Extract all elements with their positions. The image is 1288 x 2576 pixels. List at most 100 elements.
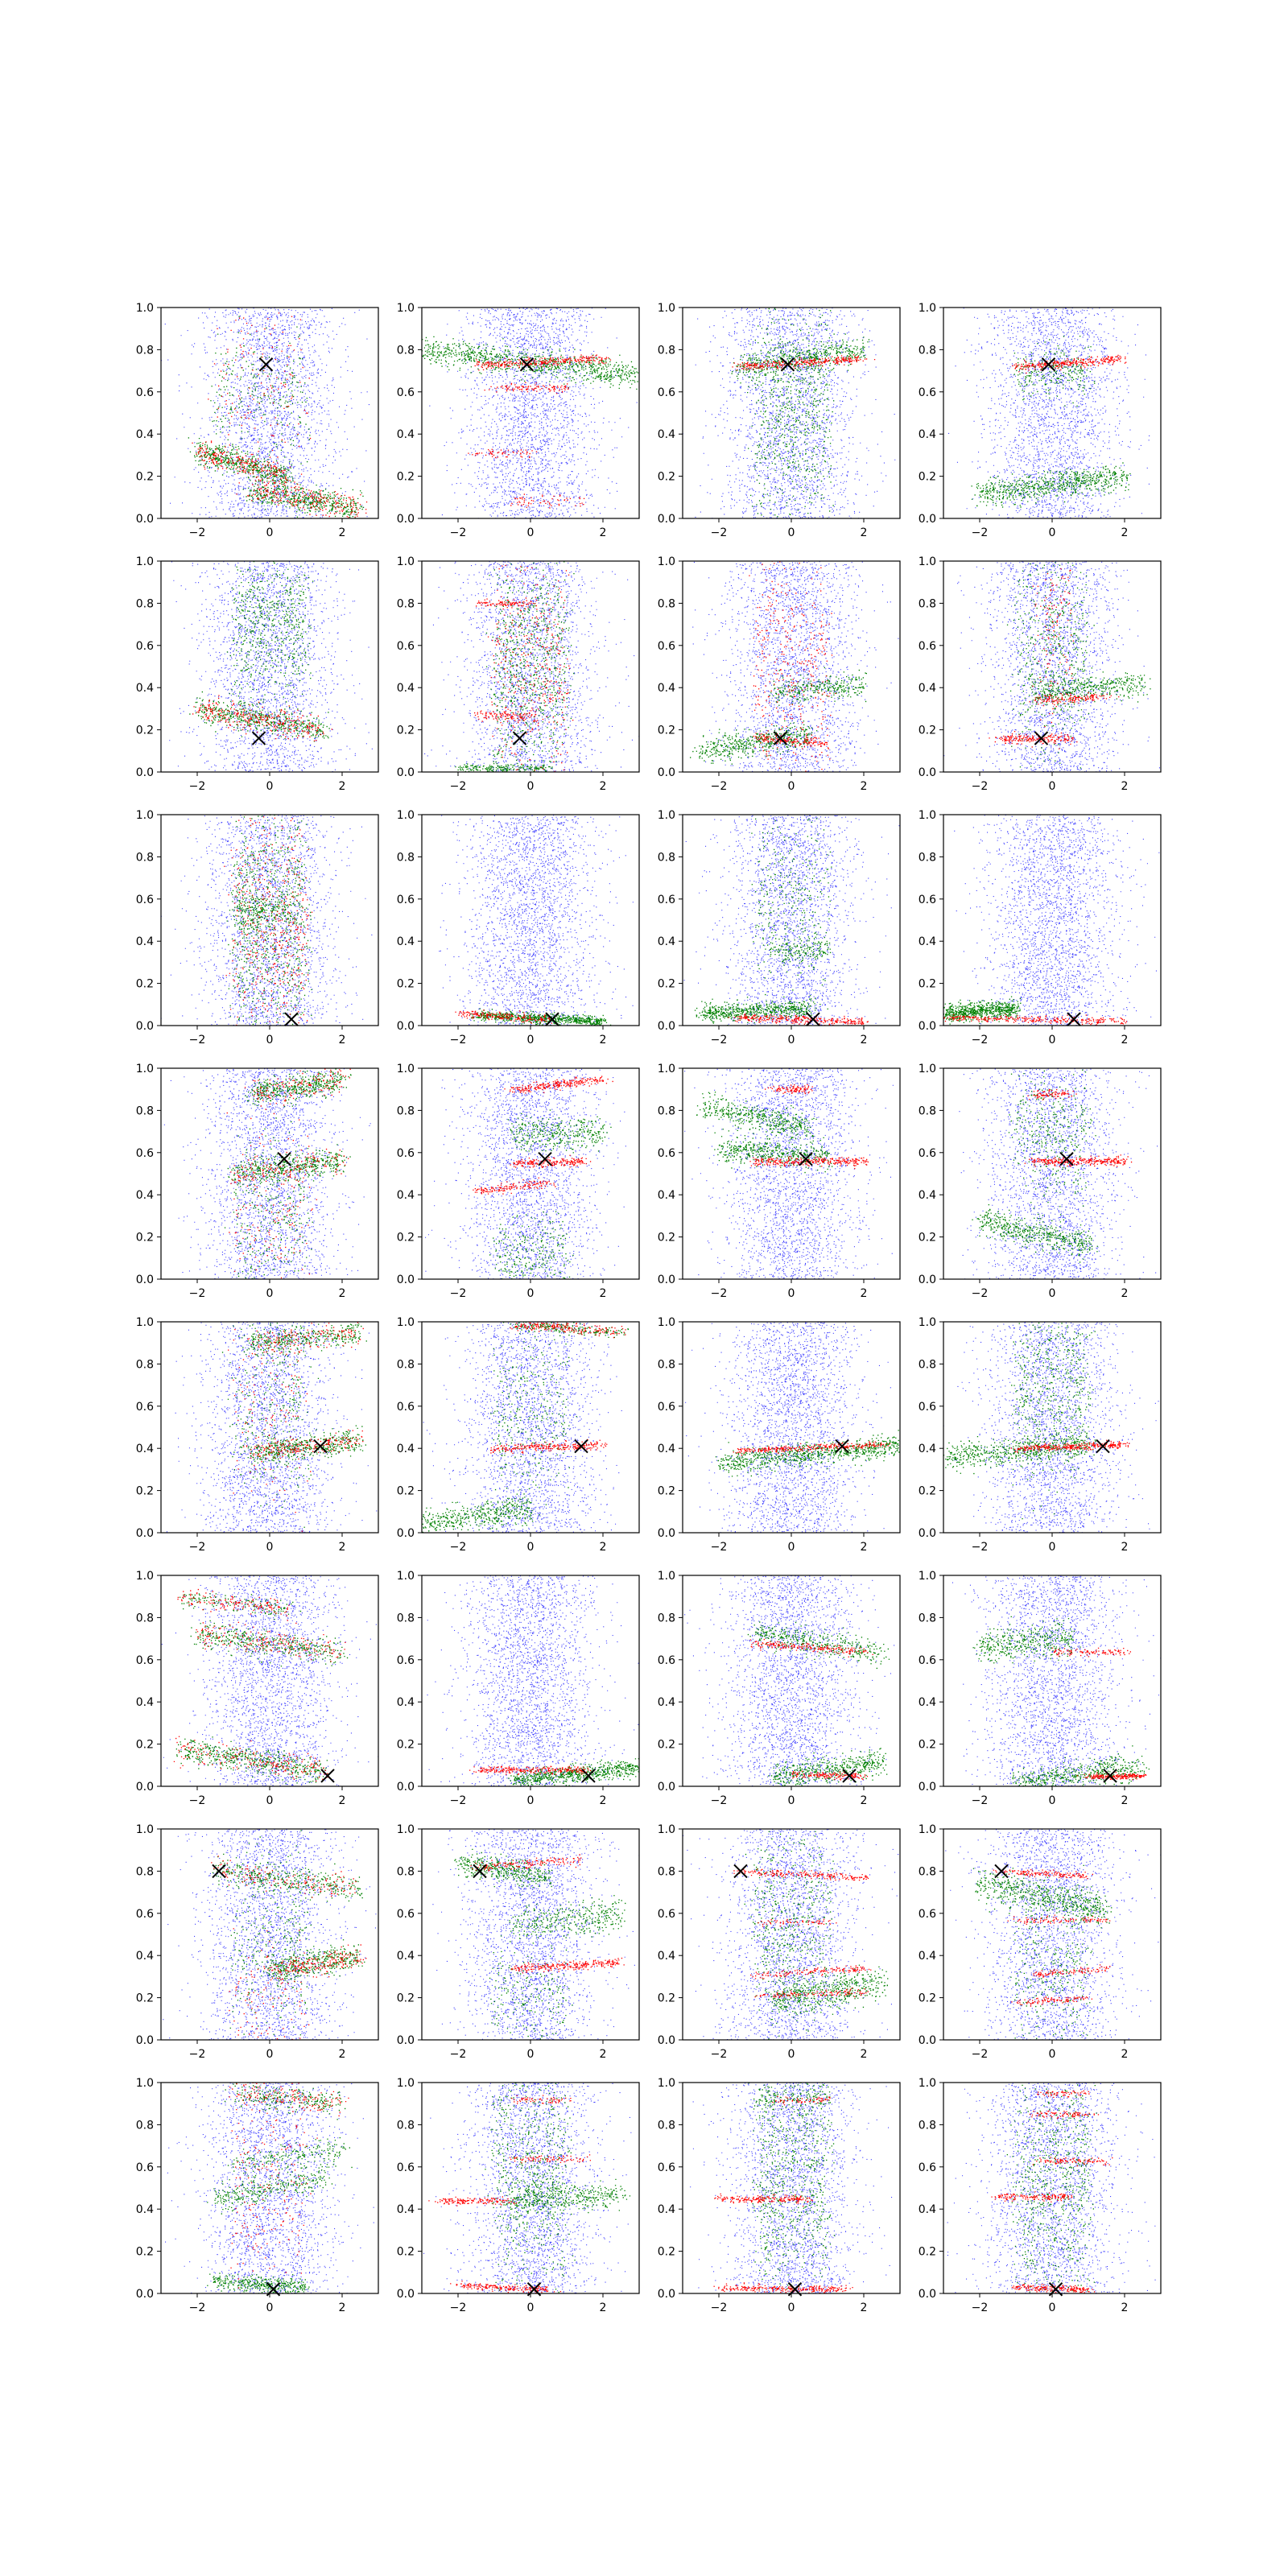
x-tick-label: 0 [527,2048,535,2061]
plot-area [930,1575,1167,1791]
x-tick-label: −2 [189,1287,206,1300]
axes-frame [161,1829,378,2040]
y-tick-label: 0.2 [397,1992,415,2005]
plot-area [424,557,656,778]
axes-frame [683,1575,900,1786]
x-tick-label: 2 [339,2048,346,2061]
y-tick-label: 0.4 [136,935,154,948]
panel-r2-c4: −2 0 20.00.20.40.60.81.0 [919,555,1176,793]
y-tick-label: 0.6 [397,386,415,399]
panel-r7-c4: −2 0 20.00.20.40.60.81.0 [919,1823,1162,2061]
y-tick-label: 1.0 [919,555,936,568]
series-blue [682,815,899,1026]
axes-frame [943,561,1161,772]
y-tick-label: 0.2 [658,1485,675,1498]
y-tick-label: 1.0 [397,1316,415,1329]
plot-area [933,1319,1168,1534]
plot-area [679,2079,892,2297]
panel-r7-c2: −2 0 20.00.20.40.60.81.0 [397,1823,640,2061]
plot-area [402,308,645,519]
y-tick-label: 0.6 [919,2161,936,2174]
series-blue [679,2083,892,2294]
y-tick-label: 1.0 [136,2077,154,2090]
axes-frame [422,1068,639,1279]
y-tick-label: 0.0 [136,1274,154,1286]
x-tick-label: −2 [711,526,728,539]
y-tick-label: 0.2 [397,2246,415,2259]
y-tick-label: 0.0 [919,1274,936,1286]
x-marker [213,1864,225,1877]
panel-r8-c1: −2 0 20.00.20.40.60.81.0 [136,2077,382,2314]
y-tick-label: 0.0 [136,2034,154,2047]
x-tick-label: 2 [1121,2301,1129,2314]
x-tick-label: −2 [189,526,206,539]
x-tick-label: 2 [861,1794,868,1807]
red-points [211,1856,366,2043]
plot-area [142,1319,377,1535]
series-blue [672,308,901,519]
x-tick-label: 2 [600,1541,607,1554]
y-tick-label: 1.0 [919,1823,936,1836]
x-tick-label: 0 [1049,2301,1056,2314]
x-tick-label: 2 [339,2301,346,2314]
x-tick-label: 0 [527,1287,535,1300]
plot-area [423,2079,631,2297]
plot-area [419,1575,648,1791]
panel-r5-c2: −2 0 20.00.20.40.60.81.0 [397,1316,645,1554]
y-tick-label: 0.0 [658,1527,675,1540]
y-tick-label: 0.0 [919,1020,936,1033]
x-tick-label: 2 [339,526,346,539]
y-tick-label: 0.2 [919,471,936,484]
y-tick-label: 0.2 [919,1232,936,1245]
panel-r6-c1: −2 0 20.00.20.40.60.81.0 [136,1570,398,1807]
y-tick-label: 0.6 [136,640,154,653]
series-blue [439,815,640,1026]
green-points [415,1319,629,1537]
plot-area [432,1829,639,2043]
red-points [470,1854,624,1973]
series-green [225,1066,352,1284]
x-marker [285,1013,298,1026]
axes-frame [161,1322,378,1533]
panel-r5-c3: −2 0 20.00.20.40.60.81.0 [658,1316,911,1554]
y-tick-label: 0.6 [397,1908,415,1921]
panel-r2-c3: −2 0 20.00.20.40.60.81.0 [658,555,918,793]
y-tick-label: 1.0 [397,1823,415,1836]
x-tick-label: −2 [450,1034,467,1046]
series-red [192,307,367,520]
panel-r6-c3: −2 0 20.00.20.40.60.81.0 [658,1570,907,1807]
axes-frame [943,308,1161,518]
y-tick-label: 1.0 [397,1063,415,1075]
y-tick-label: 0.6 [919,1654,936,1667]
y-tick-label: 0.6 [136,2161,154,2174]
series-green [732,303,870,523]
series-red [733,1869,871,1999]
y-tick-label: 0.0 [919,2288,936,2301]
blue-points [959,1068,1175,1280]
x-tick-label: −2 [972,2301,989,2314]
x-tick-label: −2 [711,1034,728,1046]
y-tick-label: 0.0 [136,1781,154,1794]
y-tick-label: 0.4 [658,428,675,441]
y-tick-label: 1.0 [397,2077,415,2090]
blue-points [413,1068,654,1280]
plot-area [945,1829,1161,2042]
y-tick-label: 0.2 [658,724,675,737]
y-tick-label: 0.2 [397,471,415,484]
blue-points [685,1322,911,1534]
y-tick-label: 0.2 [136,471,154,484]
axes-frame [943,1829,1161,2040]
x-tick-label: 0 [527,526,535,539]
y-tick-label: 0.8 [136,597,154,610]
blue-points [933,1322,1168,1534]
y-tick-label: 0.2 [658,978,675,991]
x-tick-label: −2 [711,1794,728,1807]
series-blue [930,1575,1167,1787]
x-marker [575,1440,588,1453]
y-tick-label: 0.6 [397,1147,415,1160]
blue-points [943,561,1176,773]
x-tick-label: 2 [861,1541,868,1554]
green-points [222,1320,367,1528]
plot-area [658,558,918,777]
y-tick-label: 0.0 [397,2288,415,2301]
